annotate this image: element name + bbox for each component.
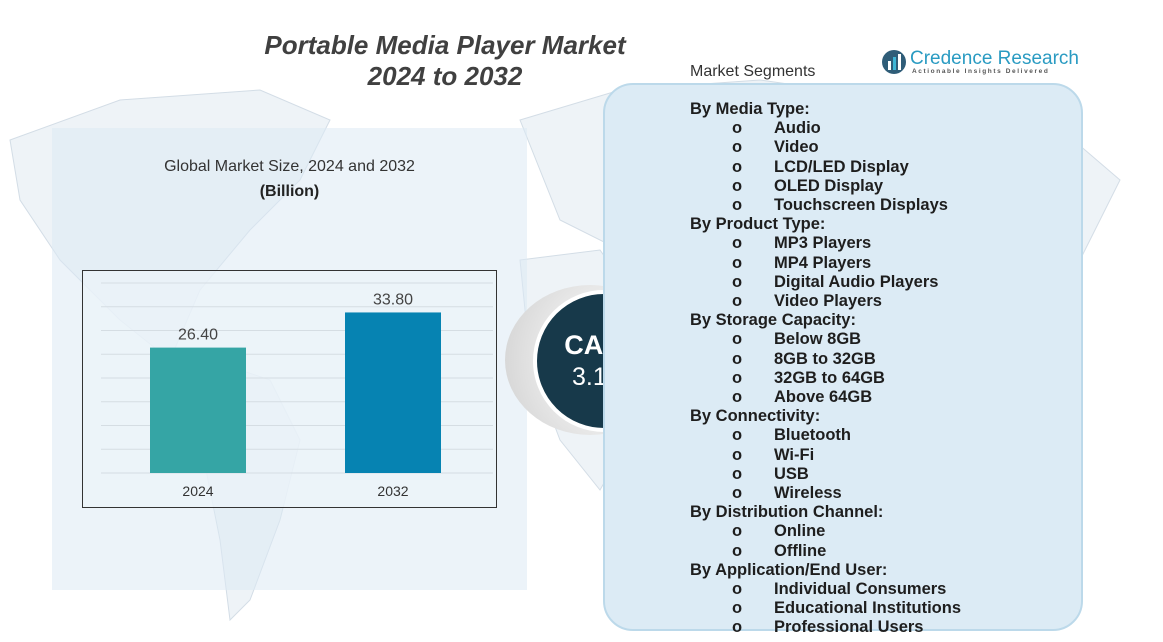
- segment-item-label: Touchscreen Displays: [774, 196, 948, 215]
- bullet-icon: o: [732, 388, 743, 407]
- segment-item: o USB: [690, 465, 961, 484]
- bullet-icon: o: [732, 272, 743, 291]
- data-label: 26.40: [178, 327, 218, 344]
- segment-item-label: MP3 Players: [774, 234, 872, 253]
- category-label: 2032: [377, 483, 408, 499]
- segment-item: o MP3 Players: [690, 234, 961, 253]
- segment-item-label: Bluetooth: [774, 426, 851, 445]
- segment-item: o Below 8GB: [690, 330, 961, 349]
- segment-item: o Offline: [690, 542, 961, 561]
- segment-item-label: Wireless: [774, 484, 842, 503]
- segment-item: o Educational Institutions: [690, 599, 961, 618]
- segment-item-label: Below 8GB: [774, 330, 862, 349]
- bullet-icon: o: [732, 157, 743, 176]
- segment-item-label: Individual Consumers: [774, 580, 947, 599]
- segment-item: o LCD/LED Display: [690, 158, 961, 177]
- segment-category: By Application/End User:: [690, 560, 888, 579]
- segment-item: o Video: [690, 138, 961, 157]
- segment-item-label: Video: [774, 138, 819, 157]
- segment-item-label: Digital Audio Players: [774, 272, 939, 291]
- segment-item-label: Audio: [774, 119, 821, 138]
- chart-title: Global Market Size, 2024 and 2032: [164, 158, 415, 175]
- category-label: 2024: [182, 483, 213, 499]
- title-line-1: Portable Media Player Market: [264, 30, 626, 60]
- segment-item-label: Educational Institutions: [774, 599, 962, 618]
- segment-item: o Professional Users: [690, 618, 961, 637]
- bullet-icon: o: [732, 464, 743, 483]
- bullet-icon: o: [732, 330, 743, 349]
- segment-item: o Video Players: [690, 292, 961, 311]
- bullet-icon: o: [732, 426, 743, 445]
- bullet-icon: o: [732, 618, 743, 637]
- bullet-icon: o: [732, 541, 743, 560]
- bullet-icon: o: [732, 138, 743, 157]
- segment-item-label: Wi-Fi: [774, 445, 815, 464]
- segments-list: By Media Type: o Audio o Video o LCD/LED Displ…: [690, 100, 961, 638]
- page-title: Portable Media Player Market 2024 to 203…: [200, 30, 690, 92]
- segment-item-label: MP4 Players: [774, 253, 872, 272]
- bullet-icon: o: [732, 599, 743, 618]
- segment-item-label: OLED Display: [774, 176, 884, 195]
- bar-2032: [345, 312, 441, 473]
- segment-category: By Connectivity:: [690, 407, 821, 426]
- segment-item: o Wireless: [690, 484, 961, 503]
- segment-item: o 8GB to 32GB: [690, 350, 961, 369]
- segment-item-label: Above 64GB: [774, 388, 873, 407]
- segment-item: o OLED Display: [690, 177, 961, 196]
- segment-item-label: LCD/LED Display: [774, 157, 909, 176]
- bullet-icon: o: [732, 119, 743, 138]
- segment-item: o Touchscreen Displays: [690, 196, 961, 215]
- bullet-icon: o: [732, 176, 743, 195]
- segment-category: By Product Type:: [690, 215, 826, 234]
- segment-item: o MP4 Players: [690, 254, 961, 273]
- segment-category: By Media Type:: [690, 100, 810, 118]
- logo-name: Credence Research: [910, 48, 1079, 69]
- segment-item-label: Professional Users: [774, 618, 924, 637]
- credence-logo: Credence Research Actionable Insights De…: [880, 48, 1079, 78]
- segments-heading: Market Segments: [690, 63, 816, 80]
- segment-item: o Wi-Fi: [690, 446, 961, 465]
- bar-chart: 26.40 2024 33.80 2032: [82, 270, 497, 508]
- logo-icon: [882, 50, 906, 74]
- segments-panel: [603, 83, 1083, 631]
- segment-item-label: 8GB to 32GB: [774, 349, 876, 368]
- segment-item-label: 32GB to 64GB: [774, 368, 885, 387]
- segment-item-label: Online: [774, 522, 826, 541]
- bullet-icon: o: [732, 484, 743, 503]
- segment-item: o Online: [690, 522, 961, 541]
- bullet-icon: o: [732, 253, 743, 272]
- bullet-icon: o: [732, 522, 743, 541]
- segment-item: o Individual Consumers: [690, 580, 961, 599]
- data-label: 33.80: [373, 291, 413, 308]
- segment-item: o Bluetooth: [690, 426, 961, 445]
- segment-item: o Digital Audio Players: [690, 273, 961, 292]
- segment-item-label: Video Players: [774, 292, 882, 311]
- bar-chart-svg: 26.40 2024 33.80 2032: [101, 282, 493, 499]
- chart-unit: (Billion): [259, 183, 320, 200]
- segment-category: By Distribution Channel:: [690, 503, 884, 522]
- segment-item-label: Offline: [774, 541, 827, 560]
- bar-2024: [150, 347, 246, 473]
- bullet-icon: o: [732, 445, 743, 464]
- bullet-icon: o: [732, 368, 743, 387]
- bullet-icon: o: [732, 292, 743, 311]
- segment-item: o 32GB to 64GB: [690, 369, 961, 388]
- segment-item: o Above 64GB: [690, 388, 961, 407]
- bullet-icon: o: [732, 349, 743, 368]
- segment-item-label: USB: [774, 464, 809, 483]
- title-line-2: 2024 to 2032: [367, 61, 523, 91]
- segment-item: o Audio: [690, 119, 961, 138]
- bullet-icon: o: [732, 580, 743, 599]
- bullet-icon: o: [732, 196, 743, 215]
- bullet-icon: o: [732, 234, 743, 253]
- segment-category: By Storage Capacity:: [690, 311, 856, 330]
- logo-tagline: Actionable Insights Delivered: [912, 68, 1050, 75]
